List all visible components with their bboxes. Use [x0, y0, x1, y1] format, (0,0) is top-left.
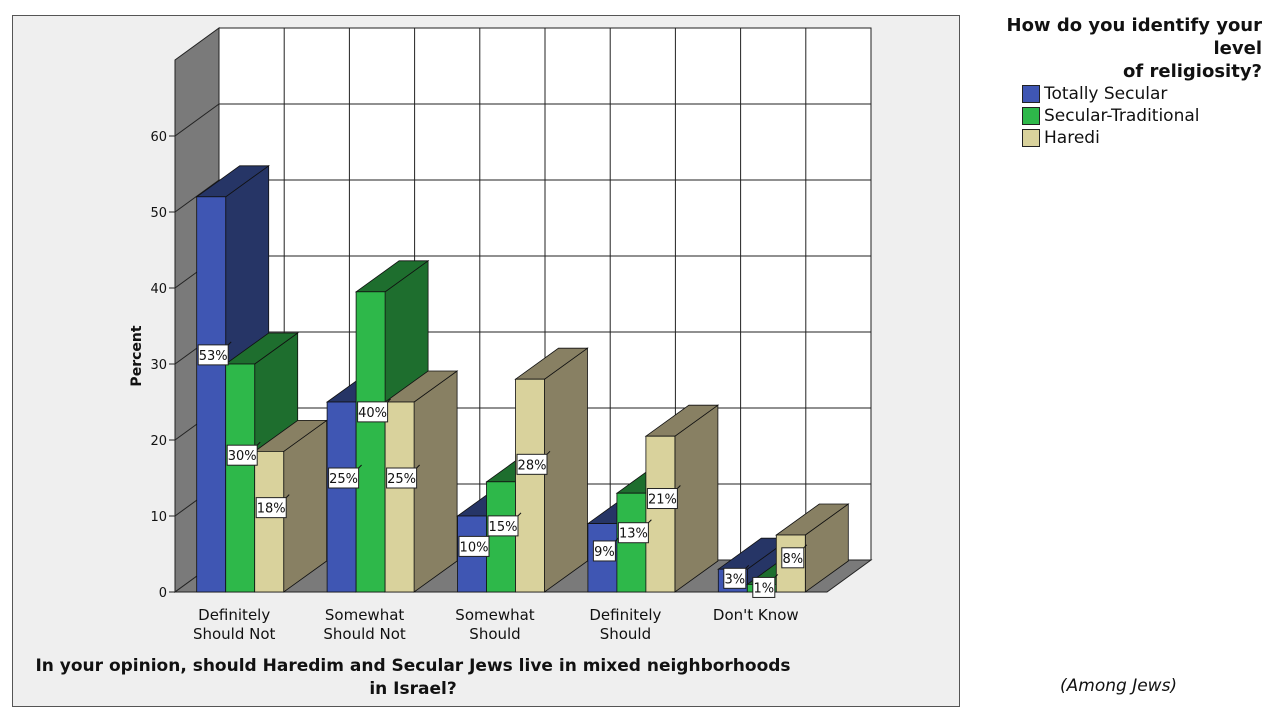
data-label-box	[458, 535, 490, 557]
data-label-box	[781, 547, 805, 569]
legend-item-totally-secular: Totally Secular	[1022, 83, 1262, 105]
data-label-box	[357, 401, 389, 423]
legend-title-line-2: of religiosity?	[1123, 61, 1262, 82]
data-label: 53%	[199, 349, 228, 364]
data-label-box	[328, 467, 360, 489]
x-tick-label: Should	[469, 625, 520, 643]
legend-label-totally-secular: Totally Secular	[1044, 84, 1168, 104]
data-label-box	[617, 522, 649, 544]
data-label: 13%	[619, 527, 648, 542]
data-label: 21%	[648, 493, 677, 508]
legend-title-line-1: How do you identify your level	[1006, 15, 1263, 59]
bar-totally-secular	[326, 401, 357, 593]
bar-haredi	[384, 401, 415, 593]
y-tick-label: 40	[150, 282, 167, 297]
y-tick-label: 0	[159, 586, 167, 601]
footnote: (Among Jews)	[1060, 676, 1178, 696]
data-label: 1%	[753, 581, 774, 596]
x-tick-label: Don't Know	[713, 606, 799, 624]
bar-side-haredi	[674, 404, 719, 593]
legend: How do you identify your level of religi…	[960, 14, 1263, 149]
x-tick-label: Somewhat	[455, 606, 535, 624]
data-label-box	[592, 540, 616, 562]
gridline-side	[174, 103, 220, 137]
y-tick-label: 50	[150, 206, 167, 221]
data-label: 25%	[329, 472, 358, 487]
data-label-box	[226, 444, 258, 466]
x-tick-label: Somewhat	[325, 606, 405, 624]
x-axis-title-line-2: in Israel?	[369, 679, 456, 699]
bar-chart: 0 10 20 30 40 50 60 53% 30% 18% 25% 40% 25% 10%15% 28%…	[35, 27, 873, 699]
x-tick-label: Definitely	[589, 606, 661, 624]
y-axis-title: Percent	[129, 325, 145, 386]
data-label-box	[646, 488, 678, 510]
legend-swatch-totally-secular	[1022, 85, 1040, 103]
x-tick-label: Should	[600, 625, 651, 643]
data-label: 25%	[387, 472, 416, 487]
data-label-box	[197, 344, 229, 366]
data-label: 10%	[460, 540, 489, 555]
legend-swatch-haredi	[1022, 129, 1040, 147]
bar-secular-traditional	[486, 481, 516, 593]
bar-secular-traditional	[355, 291, 386, 593]
data-label: 8%	[782, 552, 803, 567]
bar-haredi	[254, 450, 285, 593]
x-axis-title-line-1: In your opinion, should Haredim and Secu…	[35, 656, 790, 676]
bar-haredi	[515, 378, 545, 593]
data-label: 3%	[724, 572, 745, 587]
legend-label-secular-traditional: Secular-Traditional	[1044, 106, 1200, 126]
data-label: 18%	[257, 502, 286, 517]
bar-totally-secular	[196, 196, 227, 593]
legend-title: How do you identify your level of religi…	[960, 14, 1263, 83]
y-tick-label: 30	[150, 358, 167, 373]
data-label: 40%	[358, 406, 387, 421]
legend-item-secular-traditional: Secular-Traditional	[1022, 105, 1262, 127]
x-tick-label: Definitely	[198, 606, 270, 624]
gridline-side	[174, 179, 220, 213]
data-label-box	[386, 467, 418, 489]
data-label: 15%	[489, 520, 518, 535]
x-tick-label: Should Not	[323, 625, 406, 643]
bar-side-haredi	[413, 370, 458, 593]
data-label-box	[516, 453, 548, 475]
data-label: 9%	[594, 545, 615, 560]
data-label-box	[487, 515, 519, 537]
legend-item-haredi: Haredi	[1022, 127, 1262, 149]
chart-frame: 0 10 20 30 40 50 60 53% 30% 18% 25% 40% 25% 10% 15% 28%…	[12, 15, 960, 707]
bar-secular-traditional	[225, 363, 256, 593]
data-label: 28%	[518, 458, 547, 473]
y-tick-label: 60	[150, 130, 167, 145]
data-label-box	[255, 497, 287, 519]
bar-haredi	[645, 435, 676, 593]
data-label: 30%	[228, 449, 257, 464]
x-tick-label: Should Not	[193, 625, 276, 643]
data-label-box	[723, 567, 747, 589]
legend-swatch-secular-traditional	[1022, 107, 1040, 125]
bar-side-haredi	[544, 347, 588, 593]
data-label-box	[752, 576, 776, 598]
y-tick-label: 10	[150, 510, 167, 525]
y-tick-label: 20	[150, 434, 167, 449]
legend-label-haredi: Haredi	[1044, 128, 1100, 148]
